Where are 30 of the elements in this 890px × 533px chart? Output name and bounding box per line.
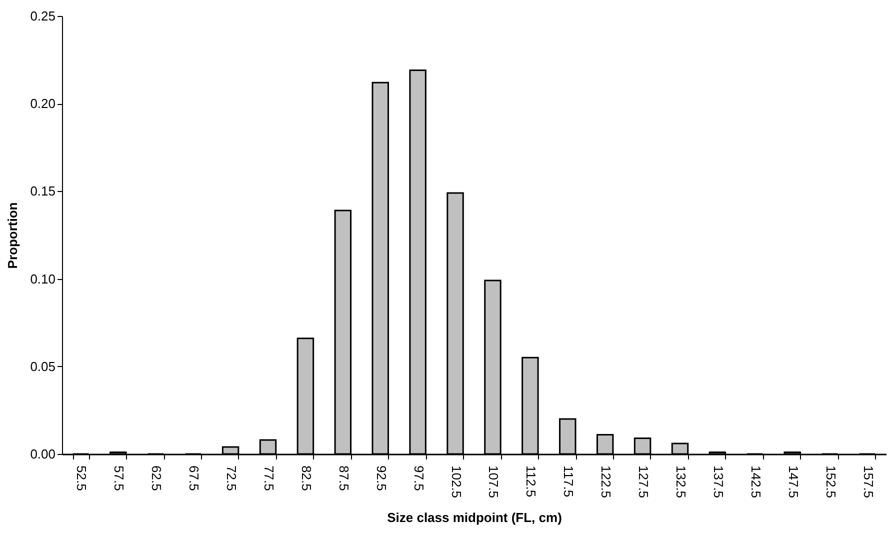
x-tick-label: 87.5 [336, 466, 352, 491]
x-tick-label: 107.5 [486, 466, 502, 498]
x-tick-label: 112.5 [524, 466, 539, 498]
x-tick-label: 132.5 [674, 466, 688, 498]
x-tick-label: 157.5 [860, 466, 876, 498]
x-tick-label: 77.5 [262, 466, 276, 491]
x-tick-label: 82.5 [298, 466, 314, 491]
y-tick-label: 0.10 [30, 271, 56, 286]
y-tick-label: 0.00 [30, 446, 56, 462]
x-tick-label: 127.5 [636, 466, 652, 498]
y-axis-title: Proportion [5, 202, 20, 269]
x-tick-label: 142.5 [748, 466, 764, 498]
x-tick-label: 152.5 [823, 466, 838, 498]
x-tick-label: 117.5 [561, 466, 576, 498]
y-tick-label: 0.25 [30, 8, 56, 24]
x-tick-label: 122.5 [598, 466, 614, 498]
x-tick-label: 137.5 [710, 466, 726, 498]
x-tick-label: 147.5 [786, 466, 801, 498]
y-tick-label: 0.05 [30, 358, 56, 374]
x-tick-label: 57.5 [112, 466, 127, 491]
x-tick-label: 72.5 [224, 466, 240, 491]
x-axis-title: Size class midpoint (FL, cm) [387, 510, 562, 526]
x-tick-label: 52.5 [74, 466, 90, 491]
x-tick-label: 102.5 [448, 466, 464, 498]
y-tick-label: 0.15 [30, 184, 56, 199]
y-tick-label: 0.20 [30, 96, 56, 112]
x-tick-label: 92.5 [374, 466, 389, 491]
x-tick-label: 67.5 [186, 466, 202, 491]
x-tick-label: 62.5 [149, 466, 164, 491]
x-tick-label: 97.5 [411, 466, 426, 491]
